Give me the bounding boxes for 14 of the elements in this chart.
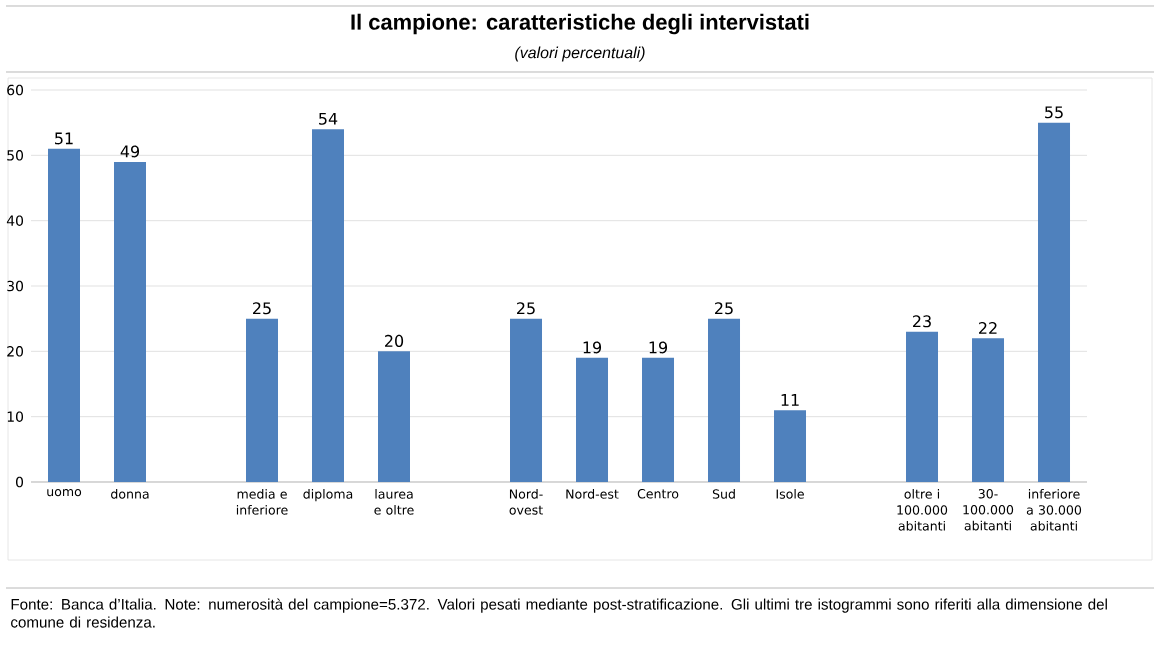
bar <box>378 351 410 482</box>
bar <box>114 161 146 482</box>
bar <box>48 148 80 482</box>
bar <box>576 357 609 482</box>
bar <box>906 331 939 482</box>
bar <box>972 338 1005 482</box>
bar <box>642 357 675 482</box>
bar <box>708 318 741 482</box>
bar <box>510 318 543 482</box>
bar <box>312 129 344 482</box>
bar <box>1038 122 1071 482</box>
chart-title: Il campione: caratteristiche degli intervistati <box>351 13 809 35</box>
bar <box>246 318 278 482</box>
bar <box>774 410 807 482</box>
